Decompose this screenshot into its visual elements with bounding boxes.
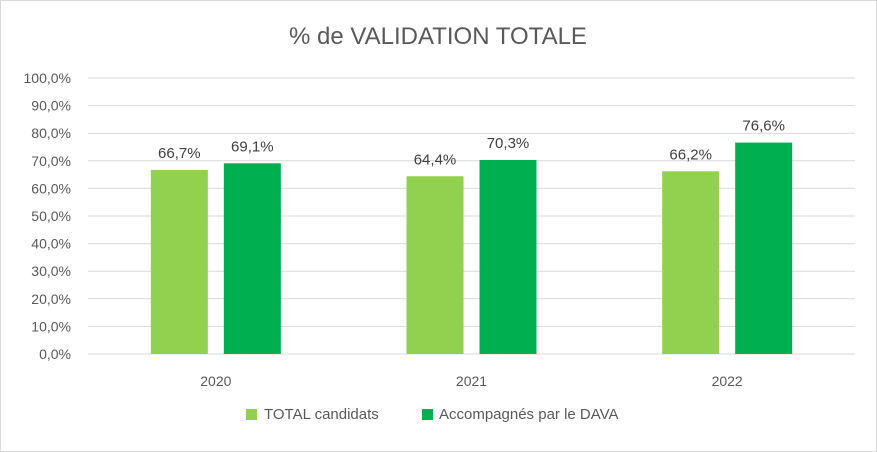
y-tick-label: 40,0% bbox=[31, 236, 71, 252]
y-tick-label: 100,0% bbox=[24, 70, 71, 86]
gridlines bbox=[88, 77, 855, 355]
y-tick-label: 70,0% bbox=[31, 153, 71, 169]
legend-swatch bbox=[246, 409, 257, 420]
legend-swatch bbox=[422, 409, 433, 420]
legend: TOTAL candidats Accompagnés par le DAVA bbox=[246, 406, 619, 423]
x-tick-label: 2022 bbox=[712, 373, 743, 389]
legend-label: Accompagnés par le DAVA bbox=[439, 406, 619, 423]
bars bbox=[150, 142, 793, 354]
bar bbox=[223, 163, 281, 354]
bar-data-label: 70,3% bbox=[487, 135, 530, 152]
bar-data-label: 66,2% bbox=[669, 146, 712, 163]
y-tick-label: 90,0% bbox=[31, 98, 71, 114]
y-tick-label: 0,0% bbox=[39, 346, 71, 362]
y-tick-label: 50,0% bbox=[31, 208, 71, 224]
chart-title: % de VALIDATION TOTALE bbox=[289, 23, 587, 50]
y-tick-label: 10,0% bbox=[31, 318, 71, 334]
bar bbox=[479, 159, 537, 354]
x-axis-ticks: 2020 2021 2022 bbox=[200, 373, 743, 389]
bar-data-label: 64,4% bbox=[414, 151, 457, 168]
x-tick-label: 2020 bbox=[200, 373, 231, 389]
bar bbox=[662, 171, 720, 354]
bar bbox=[735, 142, 793, 354]
y-tick-label: 60,0% bbox=[31, 180, 71, 196]
y-tick-label: 80,0% bbox=[31, 125, 71, 141]
legend-label: TOTAL candidats bbox=[264, 406, 379, 423]
bar bbox=[150, 169, 208, 354]
x-tick-label: 2021 bbox=[456, 373, 487, 389]
bar bbox=[406, 176, 464, 354]
bar-data-label: 66,7% bbox=[158, 145, 201, 162]
data-labels: 66,7% 69,1% 64,4% 70,3% 66,2% 76,6% bbox=[158, 118, 785, 169]
y-tick-label: 30,0% bbox=[31, 263, 71, 279]
y-axis-ticks: 0,0% 10,0% 20,0% 30,0% 40,0% 50,0% 60,0% 70,0% 8… bbox=[24, 70, 71, 362]
bar-data-label: 69,1% bbox=[231, 138, 274, 155]
bar-data-label: 76,6% bbox=[742, 118, 785, 135]
y-tick-label: 20,0% bbox=[31, 291, 71, 307]
